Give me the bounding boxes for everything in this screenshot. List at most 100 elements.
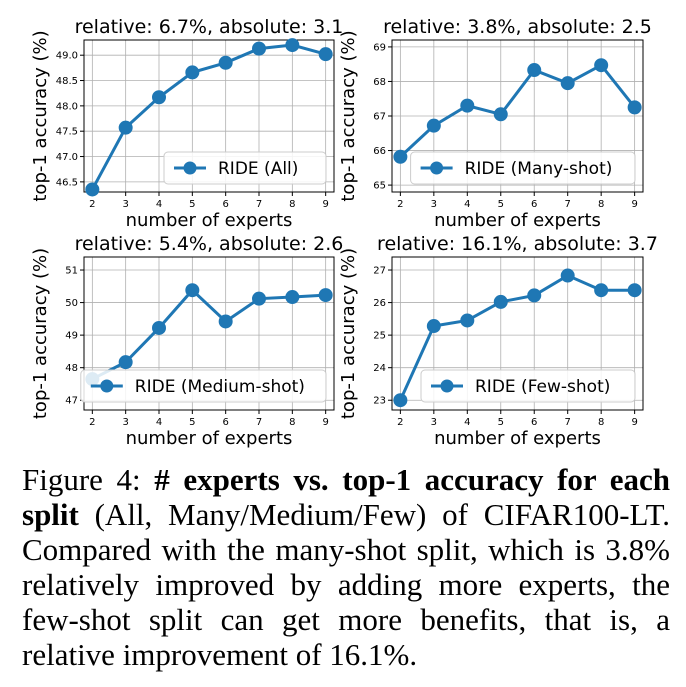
x-tick-label: 3 <box>431 417 437 428</box>
x-tick-label: 7 <box>565 417 571 428</box>
x-tick-label: 8 <box>289 417 295 428</box>
y-tick-label: 47.5 <box>56 127 78 138</box>
data-point <box>527 288 542 303</box>
legend: RIDE (All) <box>163 151 327 185</box>
x-tick-label: 3 <box>122 199 128 210</box>
x-tick-label: 8 <box>598 199 604 210</box>
data-point <box>152 90 166 105</box>
x-tick-label: 4 <box>464 417 470 428</box>
y-tick-label: 24 <box>373 363 386 374</box>
subplot-title: relative: 6.7%, absolute: 3.1 <box>75 16 344 38</box>
legend-box <box>163 151 327 185</box>
data-point <box>393 393 408 408</box>
y-tick-label: 65 <box>373 181 386 192</box>
legend-label: RIDE (Many-shot) <box>465 159 613 179</box>
y-tick-label: 27 <box>373 266 386 277</box>
y-tick-label: 49.0 <box>56 51 78 62</box>
y-tick-label: 51 <box>65 266 78 277</box>
y-tick-label: 68 <box>373 77 386 88</box>
legend: RIDE (Few-shot) <box>420 369 636 403</box>
x-tick-label: 5 <box>189 417 195 428</box>
x-tick-label: 7 <box>565 199 571 210</box>
data-point <box>426 118 441 133</box>
x-tick-label: 6 <box>222 199 228 210</box>
y-tick-label: 69 <box>373 42 386 53</box>
x-tick-label: 4 <box>156 417 162 428</box>
x-tick-label: 7 <box>256 199 262 210</box>
x-tick-label: 5 <box>498 199 504 210</box>
y-tick-label: 47 <box>65 396 78 407</box>
x-tick-label: 5 <box>498 417 504 428</box>
y-tick-label: 48 <box>65 363 78 374</box>
data-point <box>118 355 133 370</box>
x-tick-label: 6 <box>531 417 537 428</box>
legend-label: RIDE (Medium-shot) <box>135 377 305 397</box>
y-tick-label: 25 <box>373 331 386 342</box>
data-point <box>318 47 333 62</box>
y-tick-label: 66 <box>373 146 386 157</box>
data-point <box>560 268 575 283</box>
x-tick-label: 9 <box>631 199 637 210</box>
data-point <box>285 290 300 305</box>
data-point <box>118 120 133 135</box>
y-axis-label: top-1 accuracy (%) <box>30 30 51 201</box>
subplot-3: 2 3 4 5 6 7 8 9 47 48 49 50 51 relative: 5.4%, absolu… <box>30 233 343 449</box>
data-point <box>252 291 266 306</box>
x-tick-label: 6 <box>222 417 228 428</box>
y-tick-label: 47.0 <box>56 152 78 163</box>
legend: RIDE (Many-shot) <box>410 151 636 185</box>
caption-bold: # experts vs. top-1 accuracy for each sp… <box>22 462 670 532</box>
y-tick-label: 23 <box>373 396 386 407</box>
legend: RIDE (Medium-shot) <box>80 369 327 403</box>
y-axis-label: top-1 accuracy (%) <box>30 248 51 419</box>
x-tick-label: 9 <box>322 199 328 210</box>
data-point <box>252 41 266 56</box>
x-axis-label: number of experts <box>434 428 601 449</box>
data-point <box>560 76 575 91</box>
data-point <box>527 63 542 78</box>
y-axis-label: top-1 accuracy (%) <box>338 248 359 419</box>
data-point <box>493 107 508 122</box>
figure-4-charts: 2 3 4 5 6 7 8 946.547.047.548.048.549.0relative… <box>30 16 658 449</box>
y-tick-label: 49 <box>65 331 78 342</box>
legend-marker <box>100 379 114 393</box>
data-point <box>393 149 408 164</box>
series-line <box>399 63 636 158</box>
axes-frame <box>83 256 335 411</box>
y-tick-label: 48.5 <box>56 76 78 87</box>
data-point <box>426 319 441 334</box>
y-tick-label: 67 <box>373 112 386 123</box>
x-tick-label: 5 <box>189 199 195 210</box>
data-point <box>460 98 475 113</box>
data-point <box>152 320 166 335</box>
x-tick-label: 2 <box>89 199 95 210</box>
x-tick-label: 2 <box>397 417 403 428</box>
legend-box <box>80 369 327 403</box>
y-tick-label: 46.5 <box>56 177 78 188</box>
data-point <box>285 38 300 53</box>
legend-marker <box>440 379 454 393</box>
x-tick-label: 4 <box>156 199 162 210</box>
y-axis-label: top-1 accuracy (%) <box>338 30 359 201</box>
x-tick-label: 8 <box>598 417 604 428</box>
data-point <box>218 55 233 70</box>
x-tick-label: 2 <box>89 417 95 428</box>
axes-frame <box>83 39 335 193</box>
axes-frame <box>391 256 644 411</box>
x-tick-label: 2 <box>397 199 403 210</box>
subplot-1: 2 3 4 5 6 7 8 9 46.5 47.0 47.5 48.0 48.5 49.0 relative… <box>30 16 343 231</box>
legend-marker <box>430 161 444 175</box>
legend-label: RIDE (All) <box>218 159 298 179</box>
data-point <box>318 288 333 303</box>
figure-caption: Figure 4: # experts vs. top-1 accuracy f… <box>22 462 670 672</box>
data-point <box>627 100 642 115</box>
subplot-title: relative: 3.8%, absolute: 2.5 <box>383 16 652 38</box>
x-axis-label: number of experts <box>126 210 293 231</box>
legend-label: RIDE (Few-shot) <box>475 377 610 397</box>
data-point <box>627 283 642 298</box>
data-point <box>460 313 475 328</box>
legend-box <box>410 151 636 185</box>
x-tick-label: 7 <box>256 417 262 428</box>
